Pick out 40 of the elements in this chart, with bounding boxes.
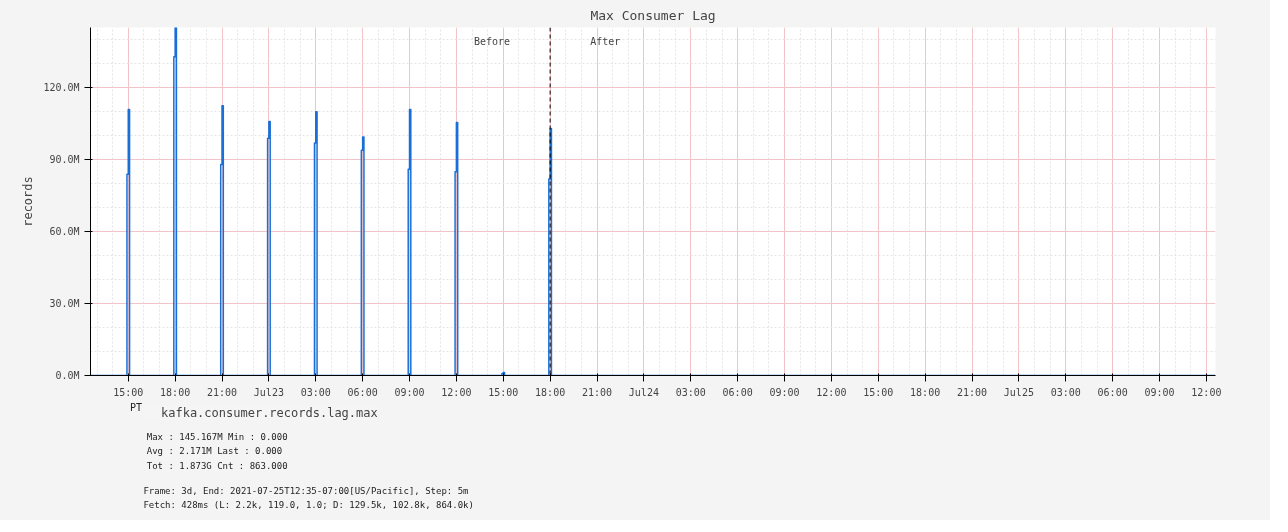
x-tick-label: 15:00 bbox=[863, 386, 894, 398]
x-tick-label: 18:00 bbox=[535, 386, 566, 398]
x-tick-label: 03:00 bbox=[675, 386, 706, 398]
x-tick-label: 12:00 bbox=[441, 386, 472, 398]
x-tick-label: 21:00 bbox=[956, 386, 988, 398]
x-tick-label: 18:00 bbox=[910, 386, 941, 398]
text: Fetch: 428ms (L: 2.2k, 119.0, 1.0; D: 129.5k, 102.8k, 864.0k) bbox=[143, 500, 474, 511]
text: Frame: 3d, End: 2021-07-25T12:35-07:00[US/Pacific], Step: 5m bbox=[143, 485, 469, 496]
x-tick-label: 12:00 bbox=[1191, 386, 1222, 398]
x-tick-label: 03:00 bbox=[300, 386, 331, 398]
x-tick-label: 15:00 bbox=[113, 386, 144, 398]
text: Avg : 2.171M Last : 0.000 bbox=[146, 446, 283, 457]
y-tick-label: 30.0M bbox=[49, 298, 80, 310]
x-tick-label: 09:00 bbox=[394, 386, 425, 398]
chart-title: Max Consumer Lag bbox=[590, 7, 716, 23]
annotation: After bbox=[590, 36, 621, 47]
text: Tot : 1.873G Cnt : 863.000 bbox=[146, 460, 288, 471]
x-tick-label: 18:00 bbox=[160, 386, 191, 398]
y-tick-label: 90.0M bbox=[49, 154, 80, 166]
y-tick-label: 0.0M bbox=[55, 370, 80, 381]
x-tick-label: 21:00 bbox=[581, 386, 613, 398]
x-tick-label: 12:00 bbox=[816, 386, 847, 398]
x-tick-label: Jul23 bbox=[253, 386, 284, 398]
x-tick-label: 06:00 bbox=[1097, 386, 1128, 398]
x-tick-label: 06:00 bbox=[722, 386, 753, 398]
text: Max : 145.167M Min : 0.000 bbox=[146, 431, 288, 442]
y-tick-label: 120.0M bbox=[43, 82, 80, 94]
x-tick-label: 15:00 bbox=[488, 386, 519, 398]
text: kafka.consumer.records.lag.max bbox=[161, 406, 378, 420]
text: PT bbox=[129, 401, 142, 413]
x-tick-label: 21:00 bbox=[206, 386, 238, 398]
x-tick-label: Jul24 bbox=[628, 386, 659, 398]
y-tick-label: 60.0M bbox=[49, 226, 80, 238]
x-tick-label: 06:00 bbox=[347, 386, 378, 398]
y-axis-title: records bbox=[21, 176, 36, 227]
x-tick-label: 09:00 bbox=[1144, 386, 1175, 398]
x-tick-label: 09:00 bbox=[769, 386, 800, 398]
annotation: Before bbox=[474, 36, 511, 47]
x-tick-label: Jul25 bbox=[1003, 386, 1034, 398]
x-tick-label: 03:00 bbox=[1050, 386, 1081, 398]
